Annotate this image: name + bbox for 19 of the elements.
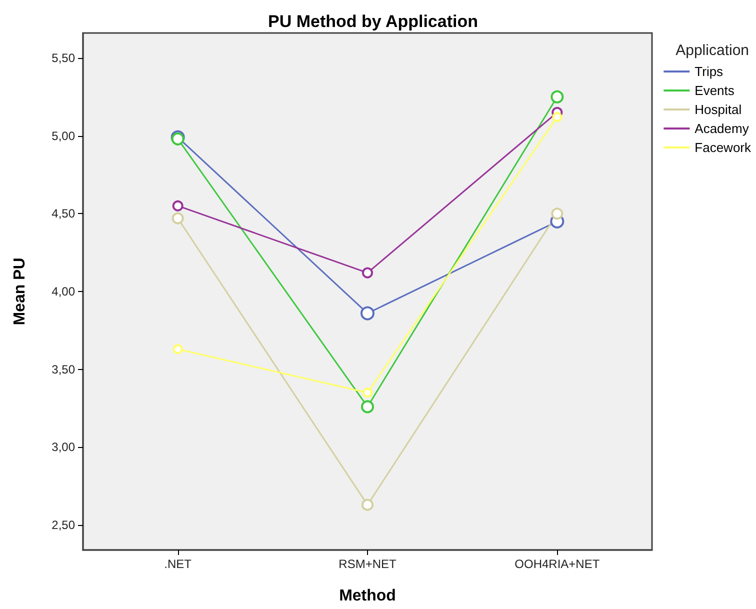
y-axis-title: Mean PU xyxy=(12,258,28,326)
chart-title: PU Method by Application xyxy=(268,12,478,31)
y-tick-label: 3,00 xyxy=(52,440,76,454)
x-tick-label: RSM+NET xyxy=(338,557,397,571)
y-tick-label: 2,50 xyxy=(52,518,76,532)
y-tick-label: 4,50 xyxy=(52,206,76,221)
legend-label: Facework xyxy=(694,140,752,155)
y-tick-label: 4,00 xyxy=(52,284,76,298)
legend-title: Application xyxy=(676,42,750,59)
legend-label: Events xyxy=(694,83,735,98)
legend-label: Trips xyxy=(694,64,724,79)
y-tick-label: 5,50 xyxy=(52,50,76,65)
x-axis-title: Method xyxy=(339,588,396,604)
x-tick-label: OOH4RIA+NET xyxy=(514,557,600,571)
legend-label: Academy xyxy=(694,121,750,136)
x-tick-label: .NET xyxy=(164,557,192,571)
y-tick-label: 3,50 xyxy=(52,362,76,376)
y-tick-label: 5,00 xyxy=(52,128,76,143)
legend-label: Hospital xyxy=(694,102,742,117)
